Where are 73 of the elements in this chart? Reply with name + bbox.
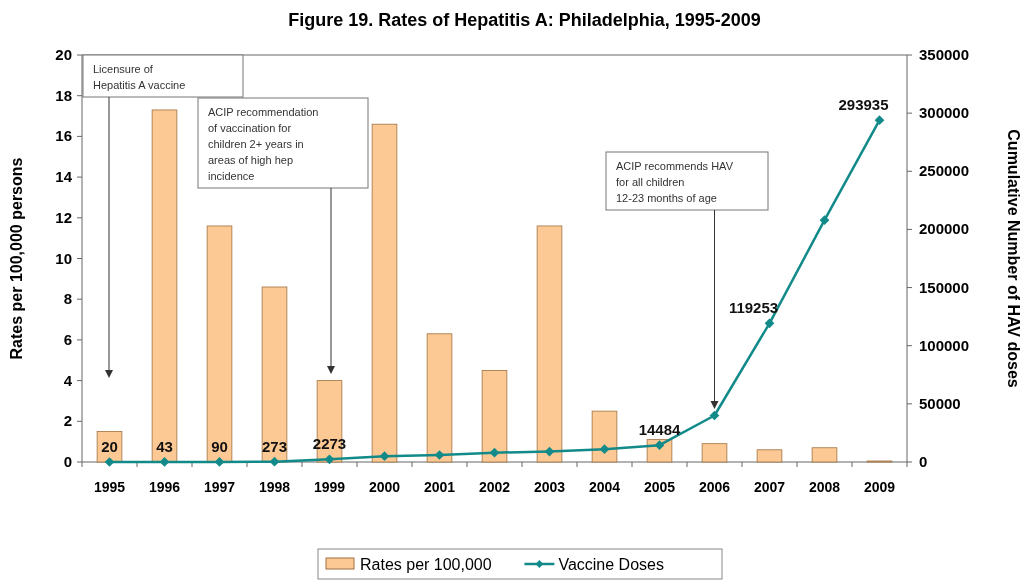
y-tick-label: 10 — [55, 249, 72, 267]
y2-axis-title: Cumulative Number of HAV doses — [1005, 129, 1022, 388]
bar — [481, 370, 508, 463]
y2-tick-label: 0 — [919, 453, 928, 470]
y-tick-label: 4 — [63, 371, 73, 389]
y-tick-label: 14 — [55, 168, 73, 186]
point — [599, 444, 610, 455]
y2-tick-label: 250000 — [919, 162, 970, 180]
x-tick-label: 2001 — [423, 479, 456, 495]
y-tick-label: 12 — [55, 208, 72, 226]
y2-tick-label: 300000 — [919, 104, 970, 122]
data-label: 293935 — [838, 96, 889, 114]
bar — [811, 447, 838, 463]
y2-tick-label: 100000 — [919, 336, 970, 354]
bar — [261, 286, 288, 463]
data-label: 2273 — [312, 435, 347, 453]
data-label: 90 — [211, 437, 228, 455]
point — [379, 451, 390, 462]
x-tick-label: 1995 — [93, 479, 126, 495]
point — [324, 454, 335, 465]
y2-tick-label: 150000 — [919, 278, 970, 296]
point — [104, 457, 115, 467]
point — [214, 457, 225, 467]
y-tick-label: 0 — [63, 453, 72, 470]
point — [874, 115, 885, 126]
x-tick-label: 2000 — [368, 479, 401, 495]
point — [269, 456, 280, 467]
annotation: ACIP recommends HAV for all children 12-23 months of age — [616, 160, 734, 204]
bar — [426, 333, 453, 463]
x-tick-label: 1996 — [148, 479, 181, 495]
legend-label: Rates per 100,000 — [360, 556, 492, 573]
y-tick-label: 16 — [55, 127, 72, 145]
x-tick-label: 1998 — [258, 479, 291, 495]
point — [159, 457, 170, 467]
data-label: 273 — [261, 437, 288, 455]
annotation: Licensure of Hepatitis A vaccine — [93, 63, 186, 91]
y2-tick-label: 50000 — [919, 394, 961, 412]
point — [819, 215, 830, 225]
x-tick-label: 2004 — [588, 479, 621, 495]
x-tick-label: 2009 — [863, 479, 896, 495]
x-tick-label: 2003 — [533, 479, 566, 495]
legend-label: Vaccine Doses — [558, 556, 664, 573]
bar — [536, 225, 563, 463]
y-tick-label: 8 — [63, 290, 72, 308]
chart-title: Figure 19. Rates of Hepatitis A: Philadelphia, 1995-2009 — [288, 10, 761, 30]
data-label: 119253 — [728, 299, 779, 317]
bar — [591, 410, 618, 463]
annotation: ACIP recommendation of vaccination for children 2+ years in areas of high hep incidence — [208, 106, 319, 182]
x-tick-label: 2007 — [753, 479, 786, 495]
data-label: 43 — [156, 437, 173, 455]
bar — [151, 109, 178, 463]
x-tick-label: 1997 — [203, 479, 236, 495]
y-tick-label: 6 — [63, 330, 72, 348]
data-label: 14484 — [638, 421, 682, 439]
bar — [371, 123, 398, 463]
point — [764, 318, 775, 329]
y2-tick-label: 350000 — [919, 46, 970, 63]
x-tick-label: 2005 — [643, 479, 676, 495]
x-tick-label: 1999 — [313, 479, 346, 495]
y-tick-label: 20 — [55, 46, 72, 63]
y-axis-title: Rates per 100,000 persons — [8, 157, 25, 360]
x-tick-label: 2008 — [808, 479, 841, 495]
point — [434, 450, 445, 460]
y-tick-label: 18 — [55, 86, 72, 104]
y-tick-label: 2 — [63, 412, 72, 430]
data-label: 20 — [101, 437, 118, 455]
x-tick-label: 2006 — [698, 479, 731, 495]
y2-tick-label: 200000 — [919, 220, 970, 238]
bar — [701, 443, 728, 463]
bar — [206, 225, 233, 463]
point — [489, 447, 500, 458]
x-tick-label: 2002 — [478, 479, 511, 495]
bar — [756, 449, 783, 463]
